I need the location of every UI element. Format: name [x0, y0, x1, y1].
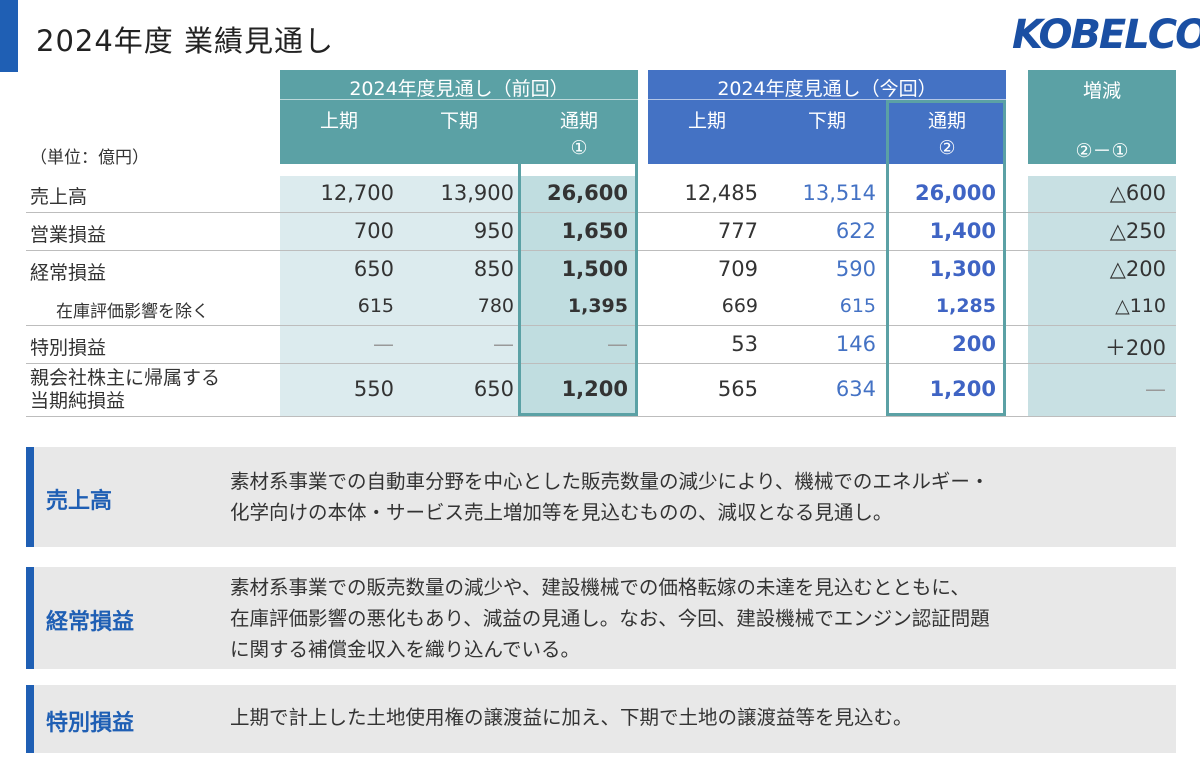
cell-prev-full: — [607, 332, 628, 356]
cell-prev-full: 1,650 [561, 219, 628, 243]
header-prev-group-label: 2024年度見通し（前回） [349, 78, 569, 100]
explanation-ordinary-profit: 経常損益 素材系事業での販売数量の減少や、建設機械での価格転嫁の未達を見込むとと… [26, 567, 1176, 669]
header-curr-h1: 上期 [687, 110, 726, 132]
header-curr-full: 通期 ② [888, 108, 1006, 162]
cell-curr-full: 200 [952, 332, 996, 356]
cell-curr-h2: 615 [839, 295, 876, 317]
cell-curr-h2: 622 [835, 219, 876, 243]
unit-label: （単位：億円） [30, 148, 149, 168]
cell-prev-h2: 13,900 [440, 181, 514, 205]
explanation-line: 在庫評価影響の悪化もあり、減益の見通し。なお、今回、建設機械でエンジン認証問題 [230, 607, 990, 630]
explanation-line: 上期で計上した土地使用権の譲渡益に加え、下期で土地の譲渡益等を見込む。 [230, 706, 913, 729]
explanation-heading: 売上高 [46, 489, 113, 514]
header-curr-group-label: 2024年度見通し（今回） [717, 78, 937, 100]
row-label: 売上高 [30, 186, 88, 208]
header-curr-full-label: 通期 [927, 110, 966, 132]
cell-diff: ＋200 [1104, 336, 1166, 360]
curr-full-year-highlight [886, 100, 1006, 416]
cell-diff: — [1145, 377, 1166, 401]
cell-curr-full: 1,300 [929, 257, 996, 281]
cell-prev-h1: 12,700 [320, 181, 394, 205]
header-diff-label: 増減 [1082, 80, 1121, 102]
cell-curr-full: 1,200 [929, 377, 996, 401]
cell-curr-full: 1,400 [929, 219, 996, 243]
cell-curr-h1: 777 [717, 219, 758, 243]
cell-curr-full: 26,000 [914, 181, 996, 205]
diff-column-background [1028, 176, 1176, 416]
cell-curr-h1: 709 [717, 257, 758, 281]
cell-prev-full: 1,395 [567, 295, 628, 317]
cell-prev-h1: 650 [353, 257, 394, 281]
table-row-ordinary-profit: 経常損益 650 850 1,500 709 590 1,300 △200 [26, 251, 1176, 288]
header-prev-mark: ① [570, 137, 588, 159]
explanation-line: に関する補償金収入を織り込んでいる。 [230, 638, 581, 661]
cell-diff: △200 [1109, 257, 1166, 281]
cell-curr-h1: 12,485 [684, 181, 758, 205]
prev-full-year-highlight [518, 100, 638, 416]
cell-diff: △600 [1109, 181, 1166, 205]
header-prev-h2: 下期 [439, 110, 478, 132]
kobelco-logo: KOBELCO [1012, 12, 1200, 58]
row-label: 経常損益 [30, 262, 107, 284]
explanation-text: 素材系事業での販売数量の減少や、建設機械での価格転嫁の未達を見込むとともに、 在… [230, 572, 1156, 665]
header-curr-mark: ② [938, 137, 956, 159]
header-diff-formula: ②－① [1075, 140, 1129, 162]
cell-curr-h2: 146 [835, 332, 876, 356]
cell-curr-h1: 565 [717, 377, 758, 401]
explanation-extraordinary: 特別損益 上期で計上した土地使用権の譲渡益に加え、下期で土地の譲渡益等を見込む。 [26, 685, 1176, 753]
title-accent-bar [0, 0, 18, 72]
cell-prev-h2: 780 [477, 295, 514, 317]
cell-curr-h2: 590 [835, 257, 876, 281]
explanation-sales: 売上高 素材系事業での自動車分野を中心とした販売数量の減少により、機械でのエネル… [26, 447, 1176, 547]
cell-curr-h1: 53 [731, 332, 758, 356]
cell-prev-full: 1,500 [561, 257, 628, 281]
cell-prev-h1: 615 [357, 295, 394, 317]
table-row-net-income: 親会社株主に帰属する 当期純損益 550 650 1,200 565 634 1… [26, 364, 1176, 417]
header-prev-full-label: 通期 [559, 110, 598, 132]
cell-curr-full: 1,285 [935, 295, 996, 317]
cell-curr-h2: 13,514 [802, 181, 876, 205]
table-row-excl-inventory: 在庫評価影響を除く 615 780 1,395 669 615 1,285 △1… [26, 289, 1176, 326]
explanation-heading: 経常損益 [46, 610, 135, 635]
cell-prev-h2: 850 [473, 257, 514, 281]
row-label: 営業損益 [30, 224, 107, 246]
cell-prev-full: 26,600 [546, 181, 628, 205]
table-row-sales: 売上高 12,700 13,900 26,600 12,485 13,514 2… [26, 176, 1176, 213]
header-difference: 増減 ②－① [1028, 70, 1176, 164]
prev-total-column-background [520, 176, 638, 416]
header-current-forecast: 2024年度見通し（今回） 上期 下期 通期 ② [648, 70, 1006, 164]
row-label: 特別損益 [30, 337, 107, 359]
row-label: 親会社株主に帰属する 当期純損益 [30, 367, 220, 413]
explanation-heading: 特別損益 [46, 711, 135, 736]
header-prev-h1: 上期 [319, 110, 358, 132]
explanation-text: 素材系事業での自動車分野を中心とした販売数量の減少により、機械でのエネルギー・ … [230, 466, 1156, 528]
page-title: 2024年度 業績見通し [36, 24, 335, 58]
cell-prev-h2: 650 [473, 377, 514, 401]
header-curr-h2: 下期 [807, 110, 846, 132]
header-previous-forecast: 2024年度見通し（前回） 上期 下期 通期 ① [280, 70, 638, 164]
header-divider [280, 99, 638, 100]
cell-prev-h1: 700 [353, 219, 394, 243]
header-prev-full: 通期 ① [520, 108, 638, 162]
explanation-line: 化学向けの本体・サービス売上増加等を見込むものの、減収となる見通し。 [230, 501, 893, 524]
cell-prev-h2: — [493, 332, 514, 356]
row-label-line2: 当期純損益 [30, 390, 126, 412]
explanation-line: 素材系事業での販売数量の減少や、建設機械での価格転嫁の未達を見込むとともに、 [230, 576, 970, 599]
header-divider [648, 99, 1006, 100]
cell-curr-h1: 669 [721, 295, 758, 317]
cell-prev-h2: 950 [473, 219, 514, 243]
row-label: 在庫評価影響を除く [56, 302, 209, 322]
table-row-operating-profit: 営業損益 700 950 1,650 777 622 1,400 △250 [26, 213, 1176, 251]
table-row-extraordinary: 特別損益 — — — 53 146 200 ＋200 [26, 326, 1176, 364]
explanation-line: 素材系事業での自動車分野を中心とした販売数量の減少により、機械でのエネルギー・ [230, 470, 990, 493]
cell-diff: △250 [1109, 219, 1166, 243]
cell-diff: △110 [1115, 295, 1166, 317]
row-label-line1: 親会社株主に帰属する [30, 367, 221, 389]
cell-curr-h2: 634 [835, 377, 876, 401]
cell-prev-full: 1,200 [561, 377, 628, 401]
explanation-text: 上期で計上した土地使用権の譲渡益に加え、下期で土地の譲渡益等を見込む。 [230, 702, 1156, 733]
cell-prev-h1: — [373, 332, 394, 356]
cell-prev-h1: 550 [353, 377, 394, 401]
